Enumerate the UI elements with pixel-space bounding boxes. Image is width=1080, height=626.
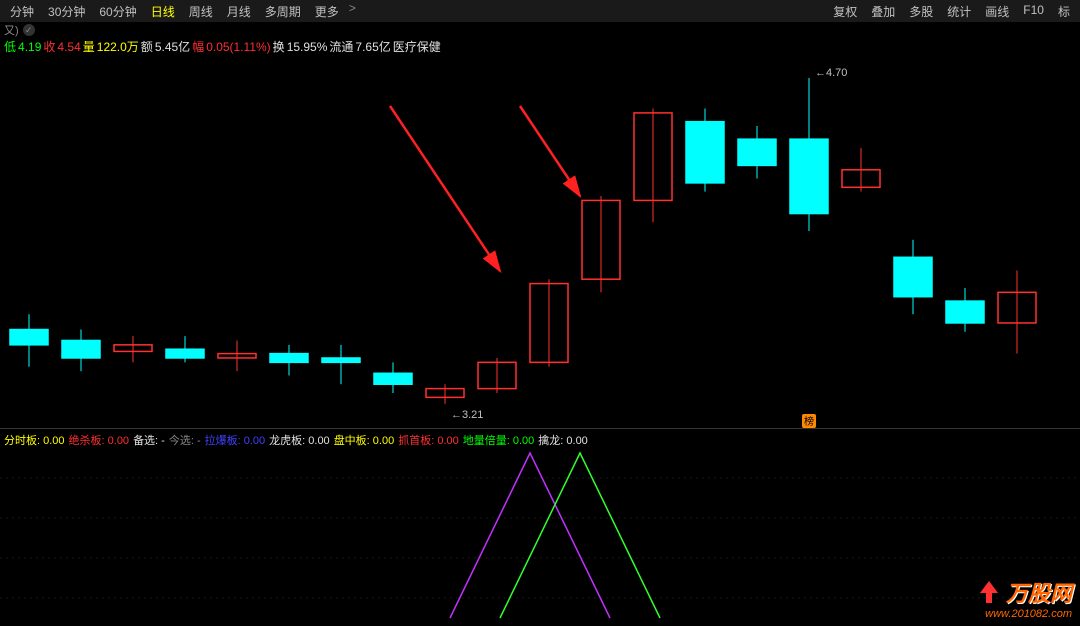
chevron-right-icon: > bbox=[349, 1, 356, 22]
indicator-item: 地量倍量: 0.00 bbox=[463, 432, 535, 448]
vol-value: 122.0万 bbox=[97, 38, 139, 55]
top-toolbar: 分钟 30分钟 60分钟 日线 周线 月线 多周期 更多 > 复权 叠加 多股 … bbox=[0, 0, 1080, 22]
right-toolbar: 复权 叠加 多股 统计 画线 F10 标 bbox=[827, 1, 1076, 22]
float-value: 7.65亿 bbox=[355, 38, 390, 55]
tab-week[interactable]: 周线 bbox=[183, 1, 219, 22]
low-label: 低 bbox=[4, 38, 16, 55]
turn-label: 换 bbox=[273, 38, 285, 55]
close-value: 4.54 bbox=[57, 40, 80, 54]
indicator-line: 分时板: 0.00绝杀板: 0.00备选: -今选: -拉爆板: 0.00龙虎板… bbox=[4, 432, 588, 448]
low-value: 4.19 bbox=[18, 40, 41, 54]
tab-day[interactable]: 日线 bbox=[145, 1, 181, 22]
tab-min[interactable]: 分钟 bbox=[4, 1, 40, 22]
rtab-f10[interactable]: F10 bbox=[1017, 1, 1050, 22]
tab-30min[interactable]: 30分钟 bbox=[42, 1, 91, 22]
rtab-fuquan[interactable]: 复权 bbox=[827, 1, 863, 22]
candlestick-chart[interactable]: ←3.21 ←4.70 榜 bbox=[0, 56, 1080, 428]
timeframe-tabs: 分钟 30分钟 60分钟 日线 周线 月线 多周期 更多 > bbox=[4, 1, 356, 22]
indicator-item: 分时板: 0.00 bbox=[4, 432, 65, 448]
rtab-multi[interactable]: 多股 bbox=[903, 1, 939, 22]
indicator-item: 龙虎板: 0.00 bbox=[269, 432, 330, 448]
logo-icon bbox=[976, 579, 1002, 605]
range-label: 幅 bbox=[192, 38, 204, 55]
indicator-item: 擒龙: 0.00 bbox=[538, 432, 588, 448]
lower-indicator-panel[interactable] bbox=[0, 448, 1080, 626]
watermark-url: www.201082.com bbox=[976, 608, 1072, 620]
indicator-item: 盘中板: 0.00 bbox=[334, 432, 395, 448]
indicator-item: 拉爆板: 0.00 bbox=[205, 432, 266, 448]
rtab-overlay[interactable]: 叠加 bbox=[865, 1, 901, 22]
svg-text:←3.21: ←3.21 bbox=[451, 409, 483, 421]
amount-value: 5.45亿 bbox=[155, 38, 190, 55]
watermark-title: 万股网 bbox=[1006, 576, 1072, 608]
amount-label: 额 bbox=[141, 38, 153, 55]
quote-info: 低4.19 收4.54 量122.0万 额5.45亿 幅0.05(1.11%) … bbox=[4, 38, 441, 55]
close-label: 收 bbox=[43, 38, 55, 55]
float-label: 流通 bbox=[329, 38, 353, 55]
sector: 医疗保健 bbox=[393, 38, 441, 55]
tab-multi[interactable]: 多周期 bbox=[259, 1, 307, 22]
subline-text: 又) bbox=[4, 22, 19, 38]
panel-divider bbox=[0, 428, 1080, 429]
tab-month[interactable]: 月线 bbox=[221, 1, 257, 22]
rtab-stats[interactable]: 统计 bbox=[941, 1, 977, 22]
indicator-item: 抓首板: 0.00 bbox=[398, 432, 459, 448]
watermark: 万股网 www.201082.com bbox=[976, 576, 1072, 620]
turn-value: 15.95% bbox=[287, 40, 328, 54]
range-value: 0.05(1.11%) bbox=[206, 40, 270, 54]
tab-more[interactable]: 更多 bbox=[309, 1, 345, 22]
vol-label: 量 bbox=[83, 38, 95, 55]
check-icon: ✓ bbox=[23, 24, 35, 36]
rtab-mark[interactable]: 标 bbox=[1052, 1, 1076, 22]
indicator-item: 今选: - bbox=[169, 432, 201, 448]
tab-60min[interactable]: 60分钟 bbox=[93, 1, 142, 22]
subline: 又) ✓ bbox=[0, 22, 35, 38]
indicator-item: 绝杀板: 0.00 bbox=[69, 432, 130, 448]
svg-text:←4.70: ←4.70 bbox=[815, 67, 847, 79]
svg-text:榜: 榜 bbox=[804, 415, 814, 428]
indicator-item: 备选: - bbox=[133, 432, 165, 448]
rtab-draw[interactable]: 画线 bbox=[979, 1, 1015, 22]
